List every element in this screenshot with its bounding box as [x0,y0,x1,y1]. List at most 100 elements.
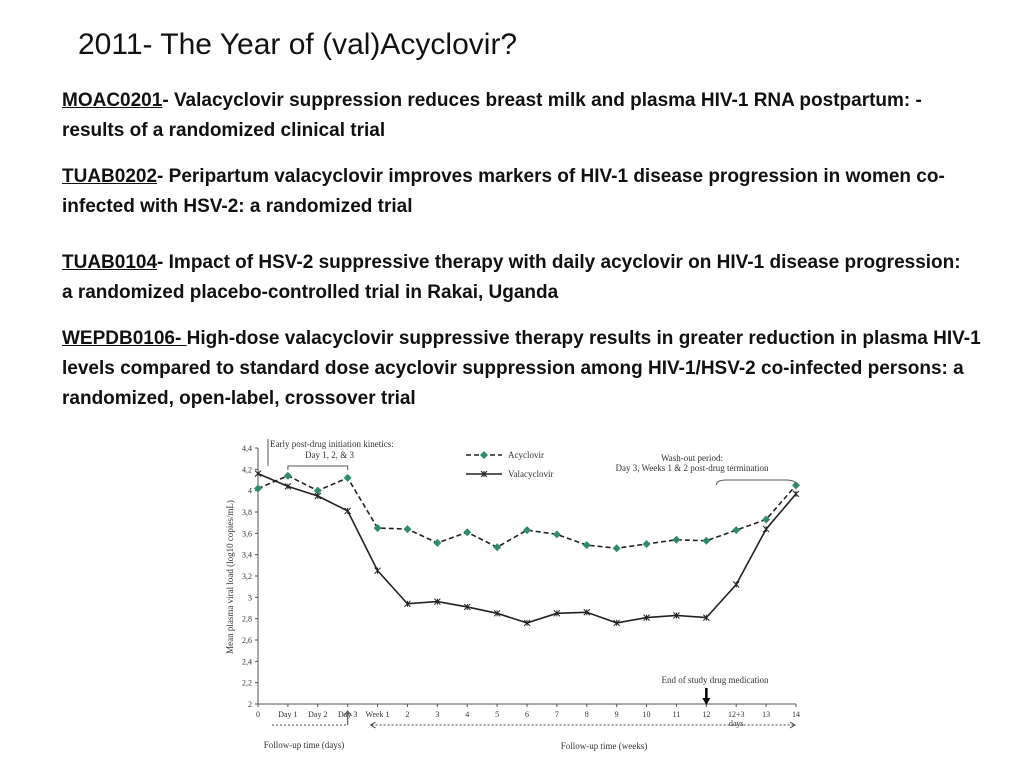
data-point-valacyclovir [732,581,740,588]
early-kinetics-bracket [287,465,349,470]
y-tick-label: 3,6 [242,529,252,538]
data-point-valacyclovir [762,525,770,533]
chart-axes [255,447,797,707]
abstract-code: TUAB0104 [62,252,158,273]
abstract-title: High-dose valacyclovir suppressive thera… [62,328,981,409]
data-point-acyclovir [343,473,352,482]
y-tick-label: 2,2 [242,679,252,688]
data-point-acyclovir [283,471,292,480]
abstract-code: WEPDB0106- [62,328,187,349]
annotation-layer: Mean plasma viral load (log10 copies/mL)… [225,439,797,751]
early-kinetics-annotation: Early post-drug initiation kinetics: [270,439,394,449]
x-tick-label: 7 [555,710,559,719]
y-tick-label: 2,8 [242,615,252,624]
data-point-valacyclovir [493,609,501,617]
x-tick-label: Week 1 [366,710,390,719]
x-tick-label: 6 [525,710,529,719]
abstract-code: MOAC0201 [62,90,163,111]
data-point-acyclovir [582,541,591,550]
x-tick-label: 11 [673,710,681,719]
viral-load-chart: 2 2,2 2,4 2,6 2,8 3 3,2 3,4 3,6 3,8 4 4,2 4,4 0 Day 1 D… [220,432,820,762]
abstract-entry-tuab0104: TUAB0104- Impact of HSV-2 suppressive th… [62,248,962,308]
data-point-acyclovir [612,544,621,553]
early-days-annotation: Day 1, 2, & 3 [305,450,354,460]
x-tick-label: 0 [256,710,260,719]
x-tick-label: 12+3 [728,710,745,719]
abstract-title: Impact of HSV-2 suppressive therapy with… [62,252,961,303]
data-point-valacyclovir [702,614,710,621]
data-point-valacyclovir [613,619,621,627]
followup-days-up-arrow [343,710,353,725]
x-tick-label: 5 [495,710,499,719]
x-tick-label: 12 [702,710,710,719]
series-line-acyclovir [257,474,797,550]
data-point-acyclovir [403,525,412,534]
x-tick-label: days [729,719,744,728]
abstract-title: Valacyclovir suppression reduces breast … [62,90,922,141]
abstract-entry-moac0201: MOAC0201- Valacyclovir suppression reduc… [62,86,962,146]
data-point-valacyclovir [314,492,322,500]
data-point-valacyclovir [463,603,471,611]
data-point-valacyclovir [643,614,650,621]
x-tick-label: Day 2 [308,710,327,719]
y-axis-label: Mean plasma viral load (log10 copies/mL) [225,500,235,654]
data-point-acyclovir [313,486,322,495]
data-point-valacyclovir [254,470,262,477]
line-chart-svg: 2 2,2 2,4 2,6 2,8 3 3,2 3,4 3,6 3,8 4 4,2 4,4 0 Day 1 D… [225,439,800,751]
abstract-separator: - [162,90,174,111]
abstract-entry-tuab0202: TUAB0202- Peripartum valacyclovir improv… [62,162,962,222]
abstract-title: Peripartum valacyclovir improves markers… [62,166,945,217]
data-point-valacyclovir [284,483,292,490]
followup-weeks-label: Follow-up time (weeks) [561,741,647,751]
series-layer [254,470,800,627]
data-point-valacyclovir [433,598,441,605]
followup-days-label: Follow-up time (days) [264,740,345,750]
data-point-acyclovir [762,515,771,524]
y-tick-label: 3,4 [242,551,252,560]
data-point-valacyclovir [344,507,352,515]
data-point-acyclovir [493,543,502,552]
data-point-acyclovir [254,484,262,493]
y-tick-label: 4,2 [242,465,252,474]
x-tick-label: 9 [615,710,619,719]
data-point-acyclovir [463,528,472,537]
data-point-valacyclovir [523,619,531,627]
series-line-valacyclovir [257,472,797,624]
x-tick-label: Day 1 [278,710,297,719]
slide-title: 2011- The Year of (val)Acyclovir? [78,28,518,61]
data-point-acyclovir [552,530,561,539]
followup-weeks-arrowheads [369,721,796,729]
data-point-valacyclovir [404,600,411,608]
washout-annotation: Wash-out period: [661,453,723,463]
data-point-acyclovir [702,536,711,545]
y-tick-label: 2,4 [242,657,252,666]
y-tick-label: 2,6 [242,636,252,645]
data-point-valacyclovir [553,609,561,617]
data-point-valacyclovir [673,612,680,619]
x-tick-label: 14 [792,710,800,719]
abstract-separator: - [157,166,169,187]
data-point-valacyclovir [374,567,381,575]
y-tick-label: 2 [248,700,252,709]
data-point-acyclovir [642,540,651,548]
end-drug-annotation: End of study drug medication [662,675,769,685]
data-point-acyclovir [792,481,800,490]
data-point-acyclovir [433,538,442,547]
y-tick-label: 4 [248,487,252,496]
x-tick-label: 2 [405,710,409,719]
x-tick-label: 13 [762,710,770,719]
y-tick-label: 3,8 [242,508,252,517]
data-point-valacyclovir [583,608,591,616]
data-point-valacyclovir [792,490,800,498]
x-tick-label: 3 [435,710,439,719]
y-tick-label: 3,2 [242,572,252,581]
data-point-acyclovir [732,526,741,535]
washout-bracket [715,479,797,486]
data-point-acyclovir [523,526,531,535]
legend-valacyclovir-marker [480,470,488,478]
legend-valacyclovir-label: Valacyclovir [508,469,553,479]
x-tick-label: 8 [585,710,589,719]
y-tick-label: 4,4 [242,444,252,453]
abstract-separator: - [157,252,169,273]
legend-acyclovir-label: Acyclovir [508,450,544,460]
